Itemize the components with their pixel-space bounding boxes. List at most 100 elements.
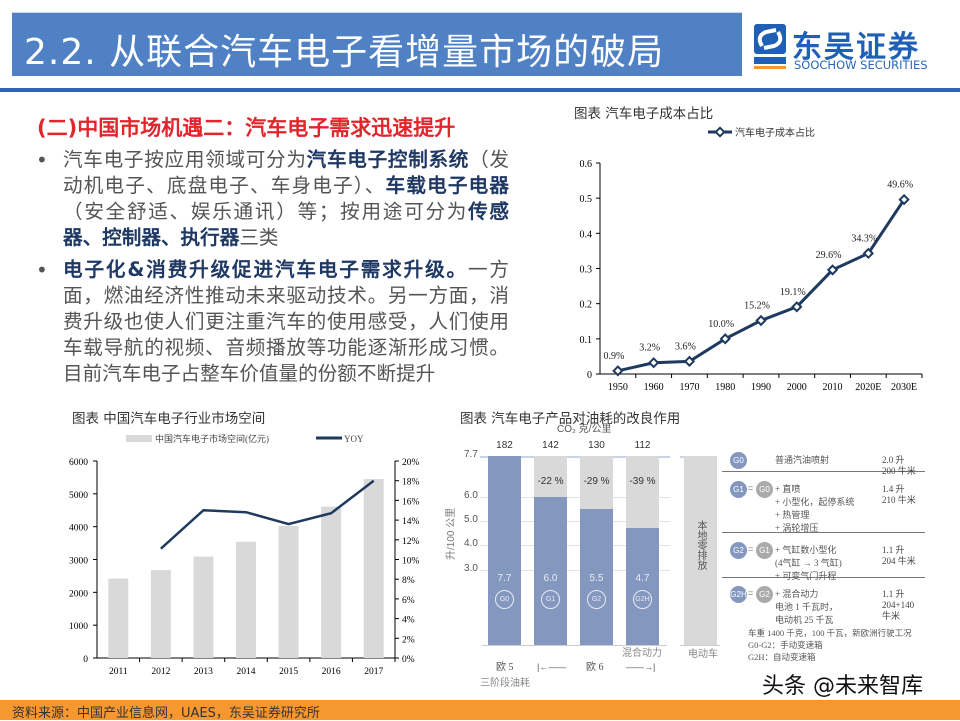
spec-item: 1.1 升 [882,545,905,555]
x-tick-label: 1960 [644,382,664,393]
description-item: 电池 1 千瓦时， [775,602,839,612]
y-tick-label-right: 8% [402,576,415,586]
y-tick-label-left: 4000 [69,524,88,534]
y-tick-label-right: 2% [402,635,415,645]
co2-value: 112 [634,440,651,451]
y-tick-label-right: 4% [402,616,415,626]
watermark: 头条 @未来智库 [762,674,923,699]
data-point [683,355,696,367]
x-label-eu5: 欧 5 [496,662,514,673]
yoy-line [160,479,375,550]
x-tick-label: 2030E [891,382,917,393]
description-item: + 气缸数小型化 [775,545,837,555]
y-tick-label: 0 [587,370,592,381]
bar [534,497,567,645]
x-tick-label: 1980 [715,382,735,393]
data-label: 29.6% [816,250,842,261]
top-line [680,456,717,458]
spec-item: 210 牛米 [882,495,916,505]
chart-cost-share-title: 图表 汽车电子成本占比 [574,106,714,122]
bar-value-label: 4.7 [635,573,650,584]
data-label: 10.0% [708,319,734,330]
chart-cost-share: 汽车电子成本占比 0 0.1 0.2 0.3 0.4 0.5 0.6 1950 1960 1970 1… [580,126,923,393]
ev-bar-label: 本地零排放 [695,520,706,570]
base-badge: G2 [756,586,773,603]
bullet-item: • 电子化&消费升级促进汽车电子需求升级。一方面，燃油经济性推动未来驱动技术。另… [36,257,510,387]
description-item: + 直喷 [775,484,801,494]
bar-background [534,456,567,645]
reduction-label: -39 % [629,476,656,487]
x-tick-label: 1990 [751,382,771,393]
arrow-left: |←—— [537,662,567,672]
data-point [898,193,910,206]
y-tick-label-right: 20% [402,458,420,468]
generation-badge: G1 [541,590,560,609]
generation-badge: G2 [730,542,747,559]
ev-bar [684,456,717,645]
data-point [755,314,767,327]
bar-value-label: 5.5 [589,573,604,584]
logo-text-cn: 东吴证券 [792,30,920,65]
legend-label-bar: 中国汽车电子市场空间(亿元) [155,433,269,444]
legend-label: 汽车电子成本占比 [735,126,815,139]
description-item: 电动机 25 千瓦 [775,615,834,625]
x-axis [680,645,720,646]
data-point [648,357,660,369]
bullet-list: • 汽车电子按应用领域可分为汽车电子控制系统（发动机电子、底盘电子、车身电子）、… [36,147,510,393]
description-item: + 涡轮增压 [775,523,819,533]
data-point [791,301,803,313]
y-tick-label-right: 16% [402,497,420,507]
text-run: 三类 [239,226,279,249]
reduction-label: -22 % [537,476,564,487]
bullet-icon: • [36,148,48,172]
header-bar: 2.2. 从联合汽车电子看增量市场的破局 [12,12,742,76]
x-label-hybrid: 混合动力 [622,648,662,659]
x-tick-label: 1970 [679,382,699,393]
x-tick-label: 2012 [151,667,170,677]
chart-market-size-title: 图表 中国汽车电子行业市场空间 [72,411,266,427]
divider [722,577,925,578]
bullet-icon: • [36,258,48,282]
footer-bar: 资料来源：中国产业信息网，UAES，东吴证券研究所 [0,700,960,721]
x-tick-label: 2016 [322,667,341,677]
bar [488,456,521,645]
bold-phrase: 汽车电子控制系统 [306,148,470,171]
data-point [719,333,731,345]
co2-value: 182 [496,440,513,451]
description-item: (4气缸 → 3 气缸) [775,558,842,568]
page-title: 2.2. 从联合汽车电子看增量市场的破局 [24,32,665,73]
y-tick-label-left: 3000 [69,557,88,567]
equals-sign: = [748,588,754,598]
x-tick-label: 2017 [364,667,383,677]
reduction-label: -29 % [583,476,610,487]
description-item: + 混合动力 [775,589,819,599]
gridline [480,570,670,571]
x-tick-label: 2011 [109,667,128,677]
x-label-eu6: 欧 6 [586,662,604,673]
divider [722,532,925,533]
x-axis [482,645,667,646]
bar [236,541,256,658]
description-item: 普通汽油喷射 [775,455,830,465]
top-line [480,456,670,458]
spec-item: 1.4 升 [882,484,905,494]
generation-badge: G1 [730,481,747,498]
bar-value-label: 6.0 [543,573,558,584]
y-tick-label: 5.0 [464,514,478,525]
bold-phrase: 车载电子电器 [385,174,509,197]
generation-badge: G0 [495,590,514,609]
bar [580,509,613,645]
chart-fuel-title: 图表 汽车电子产品对油耗的改良作用 [460,411,681,427]
x-tick-label: 1950 [608,382,628,393]
data-label: 15.2% [744,301,770,312]
spec-item: 200 牛米 [882,466,916,476]
description-item: + 热管理 [775,510,810,520]
spec-item: 204+140 [882,600,915,610]
bar [363,479,384,658]
bold-phrase: 传感器、控制器、执行器 [63,200,510,249]
y-tick-label: 0.3 [580,265,593,276]
header-divider [0,88,960,92]
y-tick-label-left: 0 [83,655,88,665]
legend-label-line: YOY [344,434,364,444]
co2-value: 130 [588,440,605,451]
